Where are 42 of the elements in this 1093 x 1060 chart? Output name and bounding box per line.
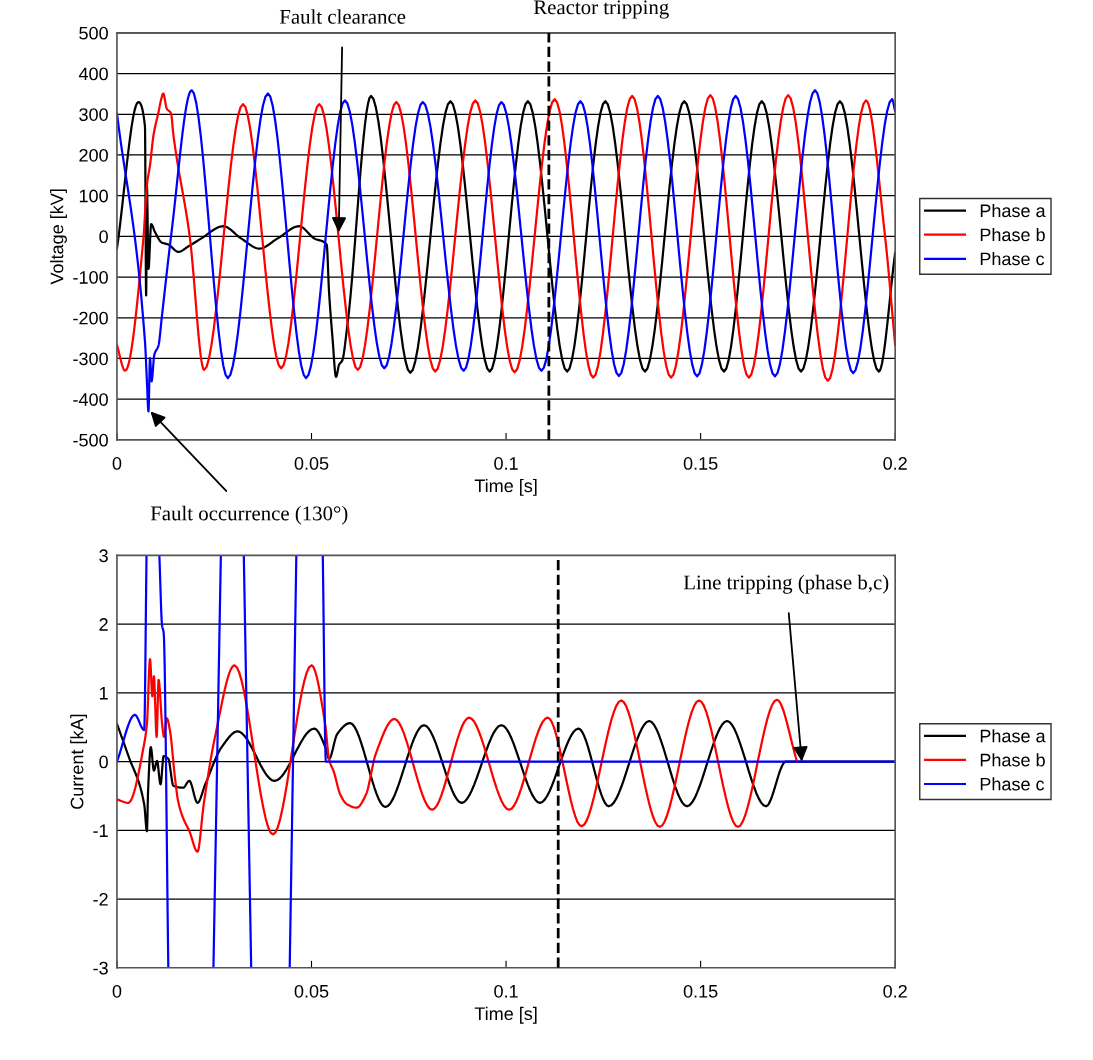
x-tick-label: 0.15 (683, 457, 718, 470)
legend-label: Phase c (980, 252, 1045, 266)
x-tick-label: 0.05 (294, 984, 329, 998)
y-tick-label: 3 (99, 549, 108, 563)
y-tick-label: 0 (99, 755, 108, 769)
y-tick-label: -400 (73, 393, 108, 406)
x-tick-label: 0 (112, 984, 122, 998)
x-tick-label: 0.05 (294, 457, 329, 470)
x-tick-label: 0.2 (883, 984, 907, 998)
x-tick-label: 0.2 (883, 457, 907, 470)
y-axis-title: Current [kA] (70, 714, 88, 809)
x-tick-label: 0.1 (494, 984, 518, 998)
y-tick-label: 500 (79, 26, 108, 40)
y-tick-label: -100 (73, 271, 108, 284)
legend-label: Phase b (980, 227, 1045, 242)
y-tick-label: 100 (79, 189, 108, 203)
ref-line-label: Reactor tripping (533, 0, 669, 19)
x-tick-label: 0.1 (494, 457, 518, 470)
annotation: Fault clearance (279, 9, 406, 24)
y-tick-label: 400 (78, 67, 108, 81)
legend-label: Phase b (980, 753, 1045, 767)
x-tick-label: 0.15 (683, 984, 718, 998)
x-tick-label: 0 (112, 457, 122, 470)
legend-label: Phase c (980, 777, 1045, 791)
annotation: Line tripping (phase b,c) (683, 574, 889, 594)
y-tick-label: -2 (93, 892, 108, 906)
y-tick-label: -500 (73, 433, 108, 447)
y-tick-label: 200 (79, 148, 108, 162)
y-tick-label: -300 (73, 352, 108, 366)
legend-label: Phase a (980, 729, 1046, 743)
annotation: Fault occurrence (130°) (150, 505, 348, 525)
y-tick-label: -200 (73, 311, 108, 325)
legend-label: Phase a (980, 203, 1046, 218)
y-tick-label: 0 (99, 230, 108, 244)
x-axis-title: Time [s] (474, 1006, 537, 1024)
y-tick-label: 2 (99, 618, 108, 631)
x-axis-title: Time [s] (474, 478, 537, 496)
y-tick-label: 300 (79, 108, 108, 121)
y-tick-label: -1 (93, 824, 108, 837)
y-axis-title: Voltage [kV] (50, 189, 67, 285)
y-tick-label: -3 (93, 961, 108, 975)
y-tick-label: 1 (99, 687, 108, 700)
